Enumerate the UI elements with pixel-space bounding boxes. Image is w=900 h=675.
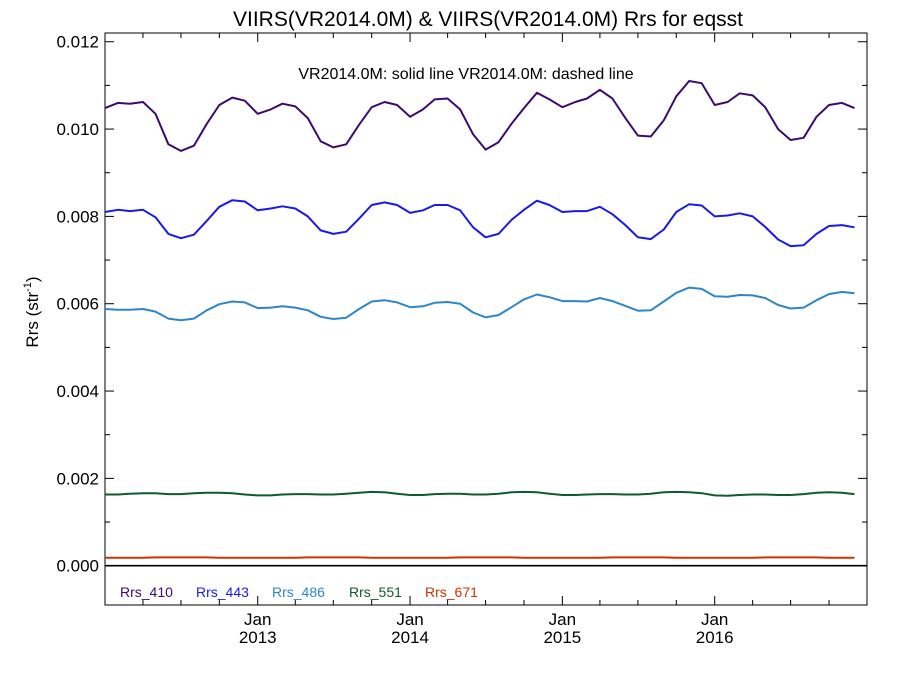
legend-entry-rrs-486: Rrs_486 — [272, 584, 325, 600]
series-line-rrs-443 — [104, 199, 855, 248]
y-tick-label-1: 0.002 — [56, 469, 99, 488]
legend-entry-rrs-671: Rrs_671 — [425, 584, 478, 600]
chart-title: VIIRS(VR2014.0M) & VIIRS(VR2014.0M) Rrs … — [233, 8, 743, 31]
y-axis-label-base: Rrs (str — [23, 292, 42, 348]
y-tick-label-2: 0.004 — [56, 382, 99, 401]
y-tick-label-4: 0.008 — [56, 207, 99, 226]
plot-area: 0.0000.0020.0040.0060.0080.0100.012Jan20… — [56, 32, 868, 647]
legend-entry-rrs-551: Rrs_551 — [349, 584, 402, 600]
series-line-rrs-551 — [105, 490, 855, 497]
x-tick-year-3: 2016 — [696, 628, 734, 647]
x-tick-year-2: 2015 — [543, 628, 581, 647]
y-axis-label-close: ) — [23, 276, 42, 282]
y-tick-label-0: 0.000 — [56, 557, 99, 576]
chart-annotation: VR2014.0M: solid line VR2014.0M: dashed … — [298, 66, 633, 83]
series-line-rrs-410 — [104, 80, 855, 152]
legend-entry-rrs-410: Rrs_410 — [120, 584, 173, 600]
y-tick-label-6: 0.012 — [56, 33, 99, 52]
y-axis-label-exponent: -1 — [22, 282, 34, 292]
y-tick-label-5: 0.010 — [56, 120, 99, 139]
x-tick-year-1: 2014 — [391, 628, 429, 647]
x-tick-month-2: Jan — [549, 610, 576, 629]
series-line-rrs-486 — [104, 286, 855, 322]
plot-frame — [104, 32, 868, 606]
y-tick-label-3: 0.006 — [56, 295, 99, 314]
x-tick-month-3: Jan — [701, 610, 728, 629]
legend-entry-rrs-443: Rrs_443 — [196, 584, 249, 600]
x-tick-month-1: Jan — [396, 610, 423, 629]
x-tick-month-0: Jan — [244, 610, 271, 629]
x-tick-year-0: 2013 — [239, 628, 277, 647]
y-axis-label: Rrs (str-1) — [22, 276, 42, 347]
